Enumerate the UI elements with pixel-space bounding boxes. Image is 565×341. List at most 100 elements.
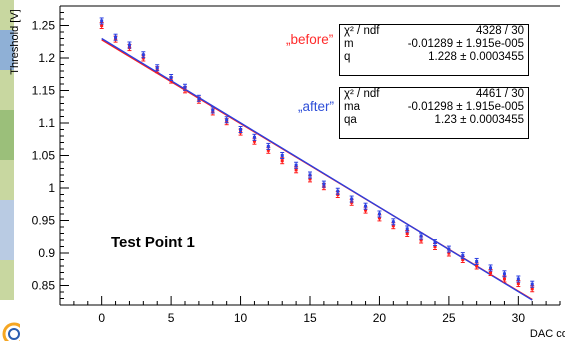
data-point-after (155, 64, 160, 72)
stat-row: q 1.228 ± 0.0003455 (340, 51, 528, 64)
point-marker (197, 96, 201, 100)
x-tick-label: 5 (168, 311, 175, 325)
stat-row: χ² / ndf 4328 / 30 (340, 25, 528, 38)
point-marker (377, 216, 381, 220)
point-marker (502, 277, 506, 281)
data-point-after (349, 195, 354, 203)
point-marker (141, 53, 145, 57)
stat-value: 4328 / 30 (476, 25, 524, 37)
chart-axes: 0 5 10 15 20 25 30 0.85 0.9 0.95 1 1.05 1.1 1.15 1.2 1.… (32, 5, 561, 325)
stat-row: χ² / ndf 4461 / 30 (340, 88, 528, 101)
data-point-after (321, 180, 326, 188)
data-point-after (446, 245, 451, 253)
y-tick-label: 1.2 (38, 51, 55, 65)
stat-row: m -0.01289 ± 1.915e-005 (340, 38, 528, 51)
stat-value: 4461 / 30 (476, 88, 524, 100)
point-marker (405, 232, 409, 235)
point-marker (252, 135, 256, 139)
after-fit-stats-box: χ² / ndf 4461 / 30 ma -0.01298 ± 1.915e-… (339, 87, 529, 139)
data-point-after (433, 239, 437, 247)
point-marker (419, 238, 423, 242)
y-tick-label: 1 (48, 181, 55, 195)
point-marker (461, 258, 465, 261)
point-marker (502, 272, 506, 276)
data-point-after (99, 17, 104, 25)
stat-value: 1.228 ± 0.0003455 (428, 51, 524, 63)
point-marker (127, 43, 131, 47)
point-marker (294, 168, 298, 172)
point-marker (100, 19, 104, 23)
point-marker (225, 118, 229, 122)
data-points (99, 17, 535, 293)
point-marker (100, 24, 104, 27)
point-marker (419, 234, 423, 238)
y-tick-label: 0.85 (32, 279, 56, 293)
point-marker (280, 154, 284, 157)
data-point-after (294, 161, 299, 169)
point-marker (266, 148, 270, 152)
point-marker (489, 266, 493, 270)
x-tick-label: 25 (442, 311, 456, 325)
stat-key: ma (344, 101, 360, 113)
y-tick-label: 1.05 (32, 149, 56, 163)
fit-lines (101, 37, 533, 301)
point-marker (447, 247, 451, 251)
point-marker (475, 259, 479, 263)
stat-key: m (344, 38, 354, 50)
before-caption: „before” (286, 32, 334, 47)
data-point-after (391, 218, 396, 226)
x-axis-title: DAC code (530, 328, 565, 340)
point-marker (475, 264, 479, 268)
data-point-after (113, 33, 118, 41)
point-marker (114, 35, 118, 39)
point-marker (155, 66, 159, 70)
stat-row: ma -0.01298 ± 1.915e-005 (340, 101, 528, 114)
x-tick-label: 0 (98, 311, 105, 325)
data-point-after (419, 232, 424, 240)
data-point-after (183, 83, 187, 91)
stat-value: -0.01298 ± 1.915e-005 (407, 101, 524, 113)
point-marker (350, 197, 354, 201)
point-marker (364, 204, 368, 208)
data-point-after (335, 187, 340, 195)
data-point-after (502, 270, 507, 278)
stat-value: 1.23 ± 0.0003455 (434, 114, 524, 126)
y-tick-label: 1.15 (32, 84, 56, 98)
data-point-after (252, 133, 257, 141)
point-marker (169, 76, 173, 79)
data-point-after (488, 264, 493, 272)
point-marker (280, 159, 284, 163)
stat-row: qa 1.23 ± 0.0003455 (340, 114, 528, 127)
y-tick-label: 0.95 (32, 214, 56, 228)
data-point-after (377, 210, 382, 218)
data-point-after (280, 152, 285, 159)
x-tick-label: 20 (373, 311, 387, 325)
point-marker (530, 282, 534, 286)
point-marker (364, 208, 368, 212)
point-marker (433, 245, 437, 248)
y-tick-label: 1.1 (38, 116, 55, 130)
data-point-after (460, 252, 465, 260)
fit-line-after (101, 37, 533, 301)
x-tick-label: 30 (512, 311, 526, 325)
data-point-after (127, 41, 132, 49)
stat-key: q (344, 51, 351, 63)
point-marker (516, 282, 520, 286)
data-point-after (474, 257, 479, 265)
data-point-after (363, 202, 368, 210)
y-axis-title: Threshold [V] (9, 9, 21, 74)
point-marker (322, 182, 326, 186)
point-marker (433, 241, 437, 245)
point-marker (516, 277, 520, 281)
point-marker (530, 287, 534, 291)
after-caption: „after” (298, 99, 335, 114)
decorative-side-strip (0, 0, 14, 300)
stat-key: χ² / ndf (344, 88, 380, 100)
y-tick-label: 1.25 (32, 19, 56, 33)
stat-key: χ² / ndf (344, 25, 380, 37)
stat-key: qa (344, 114, 357, 126)
point-marker (461, 254, 465, 258)
data-point-after (224, 116, 229, 124)
data-point-after (266, 142, 271, 150)
